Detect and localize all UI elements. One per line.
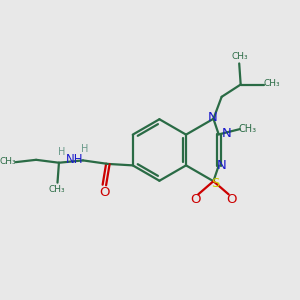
Text: S: S [211, 177, 219, 190]
Text: CH₃: CH₃ [238, 124, 256, 134]
Text: H: H [81, 144, 88, 154]
Text: O: O [226, 193, 236, 206]
Text: CH₃: CH₃ [232, 52, 248, 62]
Text: NH: NH [66, 153, 84, 166]
Text: H: H [58, 147, 65, 157]
Text: O: O [190, 193, 201, 206]
Text: CH₃: CH₃ [49, 185, 65, 194]
Text: CH₃: CH₃ [263, 80, 280, 88]
Text: N: N [222, 127, 232, 140]
Text: N: N [217, 159, 226, 172]
Text: O: O [99, 186, 109, 199]
Text: CH₃: CH₃ [0, 158, 16, 166]
Text: N: N [208, 111, 218, 124]
